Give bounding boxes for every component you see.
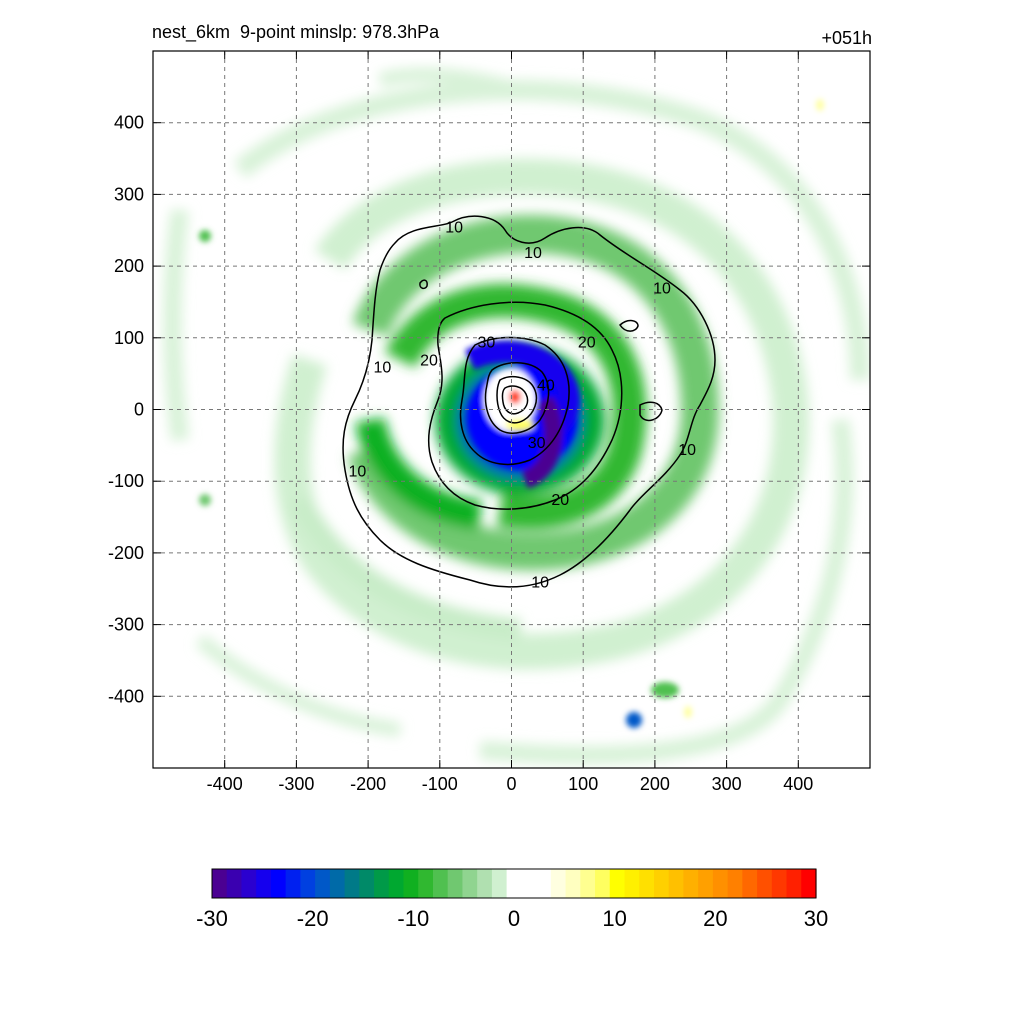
contour-label: 20	[578, 334, 596, 351]
contour-label: 10	[348, 463, 366, 480]
colorbar-swatch	[580, 869, 596, 898]
colorbar-swatch	[565, 869, 581, 898]
y-tick-label: 200	[114, 256, 144, 276]
colorbar-swatch	[403, 869, 419, 898]
x-tick-label: 300	[712, 774, 742, 794]
x-tick-label: 0	[506, 774, 516, 794]
colorbar-swatch	[801, 869, 817, 898]
colorbar-swatch	[374, 869, 390, 898]
colorbar-swatch	[683, 869, 699, 898]
colorbar-tick-label: -10	[397, 906, 429, 931]
y-tick-label: 100	[114, 328, 144, 348]
contour-label: 10	[678, 442, 696, 459]
chart-title-left: nest_6km 9-point minslp: 978.3hPa	[152, 22, 440, 42]
colorbar-swatch	[653, 869, 670, 898]
contour-label: 10	[524, 245, 542, 262]
colorbar-swatch	[757, 869, 773, 898]
colorbar-swatch	[270, 869, 287, 898]
x-tick-label: -200	[350, 774, 386, 794]
y-tick-label: -100	[108, 471, 144, 491]
colorbar-swatch	[462, 869, 478, 898]
colorbar-tick-label: -20	[297, 906, 329, 931]
x-tick-label: -300	[278, 774, 314, 794]
colorbar-swatch	[388, 869, 405, 898]
colorbar-swatch	[727, 869, 743, 898]
colorbar-swatch	[742, 869, 758, 898]
colorbar-swatch	[256, 869, 272, 898]
x-tick-label: 200	[640, 774, 670, 794]
colorbar-swatch	[506, 869, 522, 898]
contour-label: 20	[551, 492, 569, 509]
y-tick-label: 300	[114, 184, 144, 204]
colorbar-swatch	[241, 869, 257, 898]
colorbar-swatch	[624, 869, 640, 898]
y-axis: 400 300 200 100 0 -100 -200 -300 -400	[108, 113, 870, 706]
colorbar-swatch	[668, 869, 685, 898]
colorbar-tick-label: 30	[804, 906, 828, 931]
colorbar-tick-label: 20	[703, 906, 727, 931]
colorbar-swatch	[226, 869, 243, 898]
chart-title-right: +051h	[821, 28, 872, 48]
colorbar-swatch	[550, 869, 567, 898]
colorbar-swatch	[315, 869, 331, 898]
colorbar-tick-labels: -30 -20 -10 0 10 20 30	[196, 906, 828, 931]
contour-label: 40	[537, 377, 555, 394]
y-tick-label: 400	[114, 113, 144, 133]
colorbar-swatch	[712, 869, 729, 898]
contour-labels: 10 10 10 10 10 10 10 20 20 20 30 30 40	[348, 220, 696, 592]
contour-label: 10	[531, 575, 549, 592]
contour-label: 20	[420, 352, 438, 369]
x-tick-label: -100	[422, 774, 458, 794]
colorbar-swatch	[212, 869, 228, 898]
colorbar-frame	[211, 868, 817, 899]
x-tick-label: 100	[568, 774, 598, 794]
colorbar-swatch	[359, 869, 375, 898]
colorbar-swatch	[771, 869, 788, 898]
x-tick-label: -400	[207, 774, 243, 794]
colorbar-tick-label: 10	[602, 906, 626, 931]
colorbar-swatch	[536, 869, 552, 898]
contour-label: 30	[528, 435, 546, 452]
colorbar-swatch	[521, 869, 537, 898]
colorbar-swatch	[285, 869, 301, 898]
colorbar-swatch	[344, 869, 360, 898]
contour-label: 30	[478, 334, 496, 351]
y-tick-label: -300	[108, 615, 144, 635]
colorbar-swatch	[491, 869, 508, 898]
colorbar-swatch	[432, 869, 449, 898]
colorbar-swatch	[609, 869, 626, 898]
contour-label: 10	[653, 281, 671, 298]
contour-label: 10	[445, 220, 463, 237]
y-tick-label: -400	[108, 686, 144, 706]
contour-label: 10	[374, 359, 392, 376]
colorbar-swatch	[595, 869, 611, 898]
colorbar-swatch	[639, 869, 655, 898]
wind-field-shading	[153, 51, 870, 768]
colorbar-tick-label: 0	[508, 906, 520, 931]
colorbar-swatch	[447, 869, 464, 898]
colorbar-swatch	[300, 869, 316, 898]
y-tick-label: 0	[134, 400, 144, 420]
x-tick-label: 400	[783, 774, 813, 794]
colorbar-swatch	[418, 869, 434, 898]
colorbar-swatch	[477, 869, 493, 898]
colorbar	[211, 868, 817, 899]
contour-lines	[342, 215, 716, 588]
colorbar-tick-label: -30	[196, 906, 228, 931]
y-tick-label: -200	[108, 543, 144, 563]
x-axis: -400 -300 -200 -100 0 100 200 300 400	[207, 51, 813, 794]
colorbar-swatch	[698, 869, 714, 898]
colorbar-swatch	[329, 869, 346, 898]
colorbar-swatch	[786, 869, 802, 898]
